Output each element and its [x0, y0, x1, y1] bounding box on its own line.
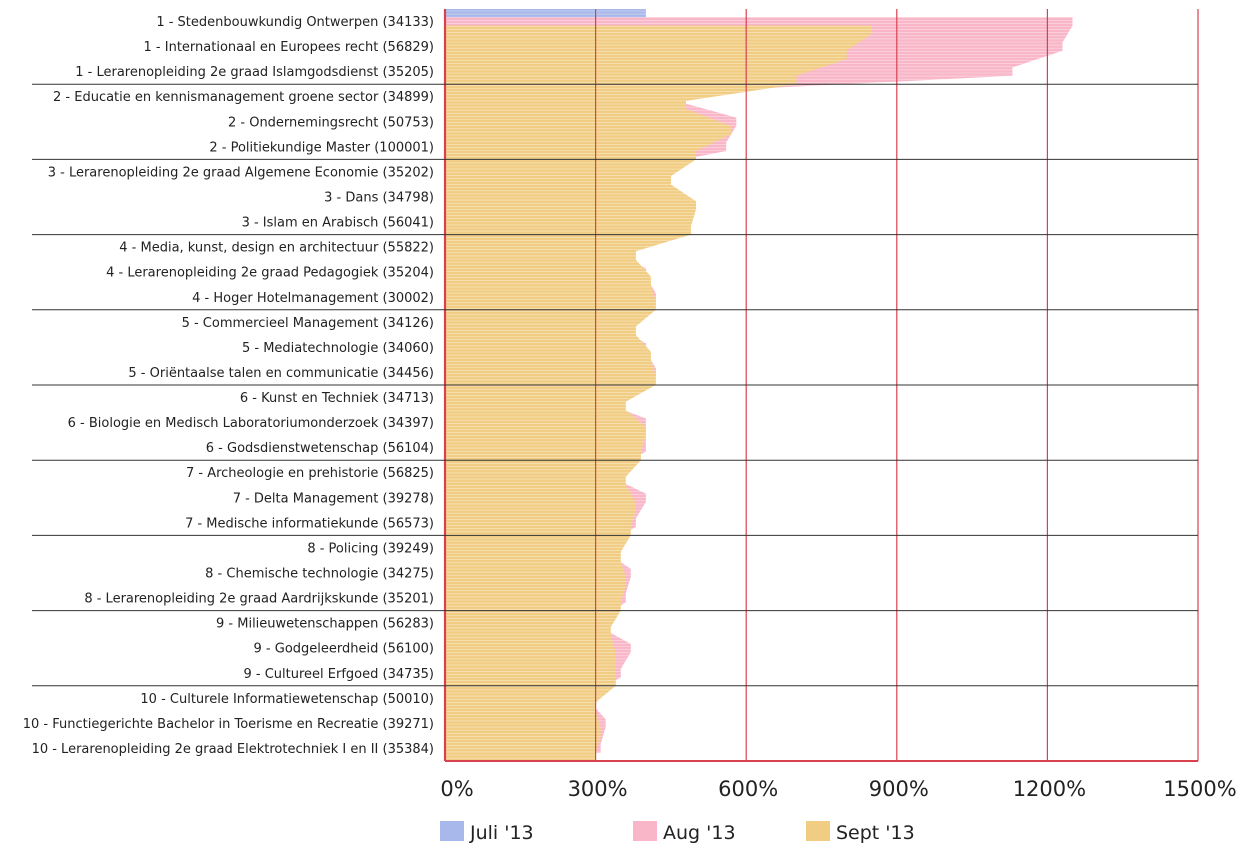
category-label: 10 - Lerarenopleiding 2e graad Elektrote…	[32, 742, 434, 757]
bar-3-5	[445, 126, 732, 135]
category-label: 5 - Commercieel Management (34126)	[182, 316, 434, 331]
category-label: 5 - Oriëntaalse talen en communicatie (3…	[128, 366, 434, 381]
bar-3-17	[445, 426, 646, 436]
bar-2-1	[445, 17, 1073, 26]
category-label: 6 - Godsdienstwetenschap (56104)	[206, 441, 434, 456]
legend-swatch	[806, 821, 830, 841]
category-label: 8 - Chemische technologie (34275)	[205, 567, 434, 582]
bar-3-21	[445, 527, 631, 536]
category-label: 9 - Milieuwetenschappen (56283)	[216, 617, 434, 632]
category-labels: 1 - Stedenbouwkundig Ontwerpen (34133) 1 …	[23, 15, 434, 757]
category-label: 1 - Lerarenopleiding 2e graad Islamgodsd…	[75, 65, 434, 80]
bar-3-2	[445, 50, 847, 60]
bar-3-19	[445, 476, 626, 486]
x-tick-label: 1500%	[1163, 777, 1236, 801]
bar-3-28	[445, 702, 596, 711]
category-label: 9 - Godgeleerdheid (56100)	[254, 642, 434, 657]
bar-3-9	[445, 226, 691, 235]
bar-3-26	[445, 652, 616, 661]
bar-1-1	[445, 9, 646, 18]
bar-3-4	[445, 100, 686, 110]
category-label: 6 - Biologie en Medisch Laboratoriumonde…	[68, 416, 434, 431]
bar-3-25	[445, 627, 611, 636]
bar-3-7	[445, 176, 671, 185]
category-label: 8 - Policing (39249)	[307, 541, 434, 556]
category-label: 4 - Media, kunst, design en architectuur…	[119, 241, 434, 256]
bar-3-16	[445, 401, 626, 411]
gridlines	[443, 9, 1199, 761]
legend-label: Juli '13	[469, 822, 534, 844]
x-tick-label: 300%	[568, 777, 628, 801]
legend: Juli '13 Aug '13 Sept '13	[440, 821, 915, 844]
x-tick-label: 1200%	[1013, 777, 1086, 801]
x-tick-label: 600%	[718, 777, 778, 801]
bar-3-13	[445, 326, 636, 335]
legend-label: Sept '13	[836, 822, 915, 844]
category-label: 3 - Islam en Arabisch (56041)	[242, 216, 434, 231]
category-label: 4 - Hoger Hotelmanagement (30002)	[192, 291, 434, 306]
category-label: 3 - Dans (34798)	[324, 191, 434, 206]
bar-3-18	[445, 451, 641, 461]
x-tick-label: 900%	[869, 777, 929, 801]
category-label: 10 - Culturele Informatiewetenschap (500…	[140, 692, 434, 707]
bar-3-27	[445, 677, 616, 686]
category-label: 6 - Kunst en Techniek (34713)	[240, 391, 434, 406]
legend-swatch	[633, 821, 657, 841]
bar-3-29	[445, 727, 601, 736]
x-axis: 0% 300% 600% 900% 1200% 1500%	[440, 760, 1237, 801]
category-label: 2 - Ondernemingsrecht (50753)	[228, 115, 434, 130]
category-label: 2 - Politiekundige Master (100001)	[209, 140, 434, 155]
category-label: 7 - Medische informatiekunde (56573)	[185, 516, 434, 531]
bar-3-8	[445, 201, 696, 210]
category-label: 1 - Internationaal en Europees recht (56…	[144, 40, 434, 55]
series-band-3	[445, 25, 872, 761]
bar-3-30	[445, 752, 596, 761]
category-label: 7 - Delta Management (39278)	[233, 491, 434, 506]
category-label: 1 - Stedenbouwkundig Ontwerpen (34133)	[156, 15, 434, 30]
category-label: 8 - Lerarenopleiding 2e graad Aardrijksk…	[84, 592, 434, 607]
bar-3-14	[445, 351, 651, 360]
bar-3-3	[445, 75, 797, 85]
category-label: 4 - Lerarenopleiding 2e graad Pedagogiek…	[106, 266, 434, 281]
category-label: 9 - Cultureel Erfgoed (34735)	[243, 667, 434, 682]
category-label: 2 - Educatie en kennismanagement groene …	[53, 90, 434, 105]
legend-swatch	[440, 821, 464, 841]
bar-3-15	[445, 376, 656, 385]
category-label: 3 - Lerarenopleiding 2e graad Algemene E…	[48, 165, 434, 180]
legend-label: Aug '13	[663, 822, 736, 844]
bar-3-20	[445, 502, 636, 511]
category-label: 7 - Archeologie en prehistorie (56825)	[186, 466, 434, 481]
bar-3-6	[445, 151, 696, 160]
bar-3-10	[445, 251, 636, 260]
x-tick-label: 0%	[440, 777, 473, 801]
group-separators	[32, 83, 1198, 687]
category-label: 10 - Functiegerichte Bachelor in Toerism…	[23, 717, 434, 732]
category-label: 5 - Mediatechnologie (34060)	[242, 341, 434, 356]
